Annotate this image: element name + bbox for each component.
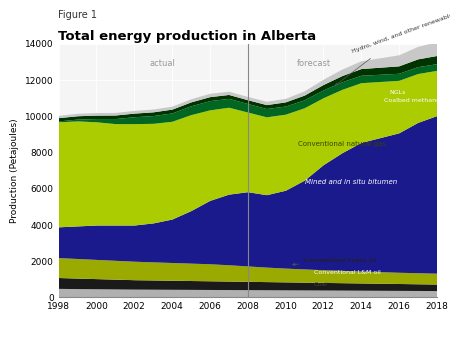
Y-axis label: Production (Petajoules): Production (Petajoules)	[10, 118, 19, 223]
Text: Total energy production in Alberta: Total energy production in Alberta	[58, 30, 317, 43]
Text: actual: actual	[149, 59, 176, 68]
Text: forecast: forecast	[297, 59, 331, 68]
Text: Conventional heavy oil: Conventional heavy oil	[292, 258, 377, 266]
Text: Hydro, wind, and other renewables: Hydro, wind, and other renewables	[335, 11, 450, 85]
Text: Conventional L&M oil: Conventional L&M oil	[314, 270, 380, 275]
Text: Figure 1: Figure 1	[58, 10, 98, 20]
Text: Mined and in situ bitumen: Mined and in situ bitumen	[305, 178, 397, 185]
Text: Conventional natural gas: Conventional natural gas	[298, 141, 386, 147]
Text: NGLs: NGLs	[389, 90, 405, 95]
Text: Coal: Coal	[314, 282, 328, 287]
Text: Coalbed methane: Coalbed methane	[383, 98, 440, 102]
